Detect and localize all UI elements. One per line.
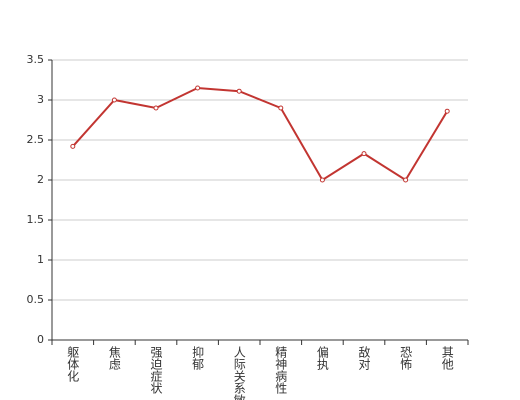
point — [319, 177, 325, 183]
x-tick-label: 躯体化 — [66, 345, 80, 383]
point — [111, 97, 117, 103]
y-tick-label: 0.5 — [27, 293, 45, 306]
point — [70, 143, 76, 149]
point — [236, 88, 242, 94]
x-tick-label: 其他 — [440, 346, 454, 370]
x-tick-label: 敌对 — [357, 345, 371, 370]
line — [72, 86, 449, 182]
x-tick-label: 焦虑 — [107, 346, 121, 370]
point — [361, 151, 367, 157]
point — [403, 177, 409, 183]
y-tick-label: 3 — [37, 93, 44, 106]
x-tick-label: 偏执 — [315, 345, 329, 371]
x-tick-label: 抑郁 — [191, 345, 205, 371]
x-tick-label: 人际关系敏感 — [232, 346, 246, 400]
point — [444, 108, 450, 114]
x-tick-label: 强迫症状 — [149, 346, 163, 394]
x-tick-label: 精神病性 — [274, 346, 288, 395]
point — [195, 85, 201, 91]
y-tick-label: 1 — [37, 253, 44, 266]
y-tick-label: 2.5 — [27, 133, 45, 146]
y-tick-label: 1.5 — [27, 213, 45, 226]
point — [278, 105, 284, 111]
y-tick-label: 0 — [37, 333, 44, 346]
y-tick-label: 2 — [37, 173, 44, 186]
point — [153, 105, 159, 111]
x-tick-label: 恐怖 — [399, 346, 413, 370]
y-tick-label: 3.5 — [27, 53, 45, 66]
